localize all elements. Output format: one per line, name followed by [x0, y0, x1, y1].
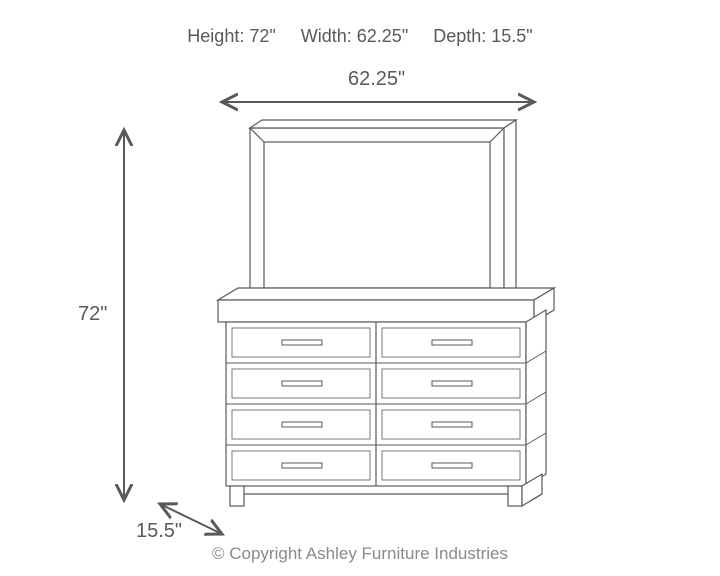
furniture-diagram — [0, 0, 720, 576]
drawers — [226, 328, 546, 480]
mirror — [250, 120, 516, 302]
depth-arrow — [160, 504, 222, 534]
dresser-top — [218, 288, 554, 322]
